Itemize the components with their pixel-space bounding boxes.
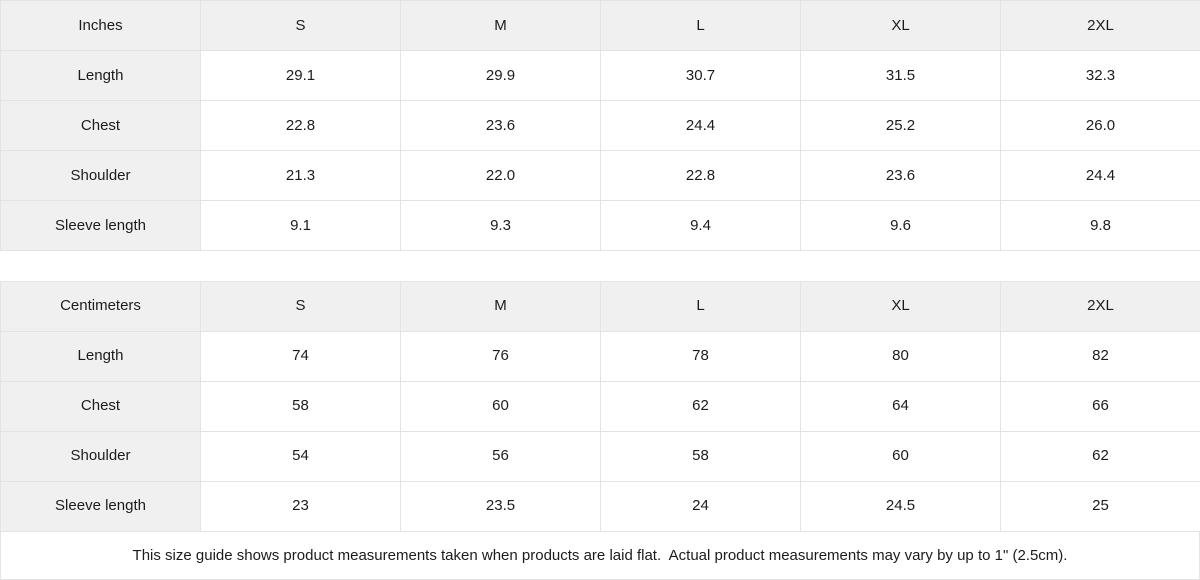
cell-chest-l: 62 <box>600 380 801 432</box>
cell-length-l: 30.7 <box>600 50 801 101</box>
cell-chest-2xl: 66 <box>1000 380 1200 432</box>
cell-shoulder-s: 21.3 <box>200 150 401 201</box>
table-header-row: Inches S M L XL 2XL <box>0 0 1200 51</box>
table-body-centimeters: Length 74 76 78 80 82 Chest 58 60 62 64 … <box>0 330 1200 532</box>
unit-label-inches: Inches <box>0 0 201 51</box>
cell-chest-s: 58 <box>200 380 401 432</box>
table-header-inches: Inches S M L XL 2XL <box>0 0 1200 51</box>
table-row: Length 74 76 78 80 82 <box>0 330 1200 382</box>
cell-sleeve-xl: 9.6 <box>800 200 1001 251</box>
row-label-sleeve-length: Sleeve length <box>0 200 201 251</box>
cell-sleeve-m: 23.5 <box>400 480 601 532</box>
size-header-xl: XL <box>800 280 1001 332</box>
cell-shoulder-m: 22.0 <box>400 150 601 201</box>
cell-length-s: 29.1 <box>200 50 401 101</box>
cell-shoulder-2xl: 24.4 <box>1000 150 1200 201</box>
size-header-s: S <box>200 280 401 332</box>
cell-length-2xl: 32.3 <box>1000 50 1200 101</box>
size-header-l: L <box>600 0 801 51</box>
size-header-2xl: 2XL <box>1000 280 1200 332</box>
cell-length-m: 29.9 <box>400 50 601 101</box>
cell-shoulder-2xl: 62 <box>1000 430 1200 482</box>
cell-sleeve-s: 9.1 <box>200 200 401 251</box>
table-row: Sleeve length 23 23.5 24 24.5 25 <box>0 480 1200 532</box>
unit-label-centimeters: Centimeters <box>0 280 201 332</box>
cell-length-2xl: 82 <box>1000 330 1200 382</box>
table-row: Shoulder 21.3 22.0 22.8 23.6 24.4 <box>0 150 1200 201</box>
cell-length-l: 78 <box>600 330 801 382</box>
cell-shoulder-l: 22.8 <box>600 150 801 201</box>
cell-sleeve-l: 9.4 <box>600 200 801 251</box>
row-label-shoulder: Shoulder <box>0 430 201 482</box>
cell-sleeve-l: 24 <box>600 480 801 532</box>
cell-shoulder-m: 56 <box>400 430 601 482</box>
size-header-m: M <box>400 280 601 332</box>
cell-sleeve-2xl: 9.8 <box>1000 200 1200 251</box>
table-header-row: Centimeters S M L XL 2XL <box>0 280 1200 332</box>
cell-length-xl: 80 <box>800 330 1001 382</box>
cell-shoulder-l: 58 <box>600 430 801 482</box>
table-row: Length 29.1 29.9 30.7 31.5 32.3 <box>0 50 1200 101</box>
cell-chest-m: 23.6 <box>400 100 601 151</box>
row-label-length: Length <box>0 330 201 382</box>
cell-length-xl: 31.5 <box>800 50 1001 101</box>
row-label-chest: Chest <box>0 100 201 151</box>
cell-shoulder-xl: 23.6 <box>800 150 1001 201</box>
size-header-s: S <box>200 0 401 51</box>
cell-shoulder-s: 54 <box>200 430 401 482</box>
cell-sleeve-2xl: 25 <box>1000 480 1200 532</box>
cell-chest-xl: 64 <box>800 380 1001 432</box>
cell-chest-s: 22.8 <box>200 100 401 151</box>
cell-chest-m: 60 <box>400 380 601 432</box>
cell-sleeve-s: 23 <box>200 480 401 532</box>
table-row: Sleeve length 9.1 9.3 9.4 9.6 9.8 <box>0 200 1200 251</box>
cell-sleeve-m: 9.3 <box>400 200 601 251</box>
size-table-centimeters: Centimeters S M L XL 2XL Length 74 76 78… <box>0 280 1200 532</box>
size-header-2xl: 2XL <box>1000 0 1200 51</box>
cell-chest-l: 24.4 <box>600 100 801 151</box>
cell-chest-xl: 25.2 <box>800 100 1001 151</box>
size-table-inches: Inches S M L XL 2XL Length 29.1 29.9 30.… <box>0 0 1200 251</box>
cell-sleeve-xl: 24.5 <box>800 480 1001 532</box>
cell-length-s: 74 <box>200 330 401 382</box>
size-header-l: L <box>600 280 801 332</box>
row-label-chest: Chest <box>0 380 201 432</box>
cell-shoulder-xl: 60 <box>800 430 1001 482</box>
table-row: Chest 22.8 23.6 24.4 25.2 26.0 <box>0 100 1200 151</box>
table-body-inches: Length 29.1 29.9 30.7 31.5 32.3 Chest 22… <box>0 50 1200 251</box>
table-separator-gap <box>0 251 1200 281</box>
size-guide-disclaimer: This size guide shows product measuremen… <box>0 531 1200 580</box>
table-row: Shoulder 54 56 58 60 62 <box>0 430 1200 482</box>
table-row: Chest 58 60 62 64 66 <box>0 380 1200 432</box>
table-header-centimeters: Centimeters S M L XL 2XL <box>0 280 1200 332</box>
row-label-length: Length <box>0 50 201 101</box>
cell-chest-2xl: 26.0 <box>1000 100 1200 151</box>
row-label-shoulder: Shoulder <box>0 150 201 201</box>
cell-length-m: 76 <box>400 330 601 382</box>
size-header-m: M <box>400 0 601 51</box>
row-label-sleeve-length: Sleeve length <box>0 480 201 532</box>
size-header-xl: XL <box>800 0 1001 51</box>
